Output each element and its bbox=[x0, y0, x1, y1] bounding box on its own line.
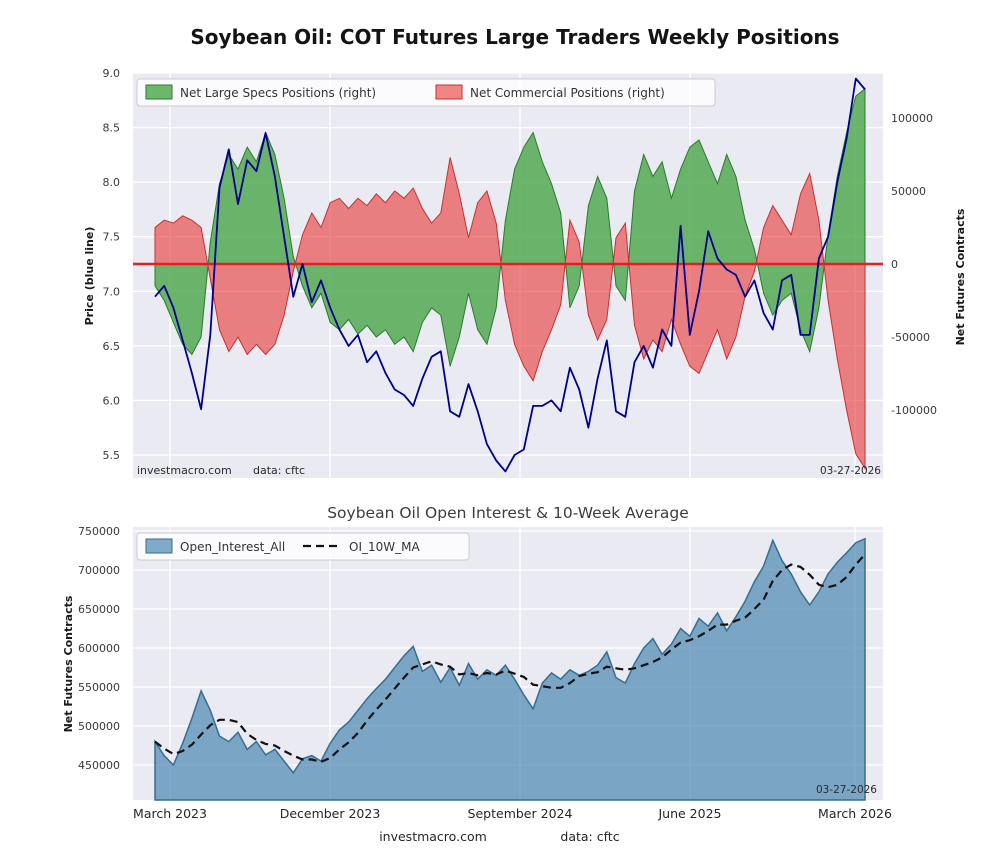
bottom-y-tick-label: 600000 bbox=[78, 642, 120, 655]
top-right-tick-label: 50000 bbox=[891, 185, 926, 198]
bottom-report-date: 03-27-2026 bbox=[816, 784, 877, 796]
top-watermark: investmacro.com bbox=[137, 464, 232, 477]
bottom-y-tick-label: 650000 bbox=[78, 603, 120, 616]
top-right-tick-label: -100000 bbox=[891, 404, 937, 417]
cot-report-figure: 9.08.58.07.57.06.56.05.5100000500000-500… bbox=[0, 0, 1000, 860]
bottom-y-tick-label: 500000 bbox=[78, 720, 120, 733]
footer-watermark: investmacro.com bbox=[379, 829, 487, 844]
specs-legend-patch bbox=[146, 85, 172, 99]
top-right-tick-label: 0 bbox=[891, 258, 898, 271]
top-right-axis-label: Net Futures Contracts bbox=[954, 208, 967, 345]
open-interest-legend-patch bbox=[146, 539, 172, 553]
x-tick-label: September 2024 bbox=[468, 806, 573, 821]
top-y-tick-label: 7.5 bbox=[103, 231, 121, 244]
top-y-tick-label: 6.0 bbox=[103, 394, 121, 407]
top-y-tick-label: 7.0 bbox=[103, 285, 121, 298]
top-legend: Net Large Specs Positions (right) Net Co… bbox=[137, 79, 715, 106]
ma-legend-label: OI_10W_MA bbox=[349, 540, 420, 554]
top-y-tick-label: 5.5 bbox=[103, 449, 121, 462]
top-right-tick-label: 100000 bbox=[891, 112, 933, 125]
footer-data-source: data: cftc bbox=[560, 829, 619, 844]
top-right-tick-label: -50000 bbox=[891, 331, 930, 344]
bottom-y-tick-label: 700000 bbox=[78, 564, 120, 577]
top-report-date: 03-27-2026 bbox=[820, 465, 881, 477]
bottom-y-tick-label: 550000 bbox=[78, 681, 120, 694]
specs-legend-label: Net Large Specs Positions (right) bbox=[180, 86, 376, 100]
bottom-y-tick-label: 450000 bbox=[78, 759, 120, 772]
commercial-legend-patch bbox=[436, 85, 462, 99]
top-y-tick-label: 9.0 bbox=[103, 67, 121, 80]
x-tick-label: June 2025 bbox=[657, 806, 721, 821]
bottom-left-axis-label: Net Futures Contracts bbox=[62, 595, 75, 732]
x-tick-label: March 2023 bbox=[133, 806, 207, 821]
top-left-axis-label: Price (blue line) bbox=[83, 227, 96, 326]
x-tick-label: December 2023 bbox=[280, 806, 381, 821]
x-tick-label: March 2026 bbox=[818, 806, 892, 821]
bottom-legend: Open_Interest_All OI_10W_MA bbox=[137, 533, 469, 560]
open-interest-legend-label: Open_Interest_All bbox=[180, 540, 285, 554]
top-y-tick-label: 8.0 bbox=[103, 176, 121, 189]
top-y-tick-label: 6.5 bbox=[103, 340, 121, 353]
commercial-legend-label: Net Commercial Positions (right) bbox=[470, 86, 665, 100]
main-title: Soybean Oil: COT Futures Large Traders W… bbox=[190, 25, 839, 49]
top-data-source: data: cftc bbox=[253, 464, 305, 477]
chart-canvas: 9.08.58.07.57.06.56.05.5100000500000-500… bbox=[0, 0, 1000, 860]
bottom-y-tick-label: 750000 bbox=[78, 525, 120, 538]
top-y-tick-label: 8.5 bbox=[103, 122, 121, 135]
subplot-title: Soybean Oil Open Interest & 10-Week Aver… bbox=[327, 504, 689, 522]
